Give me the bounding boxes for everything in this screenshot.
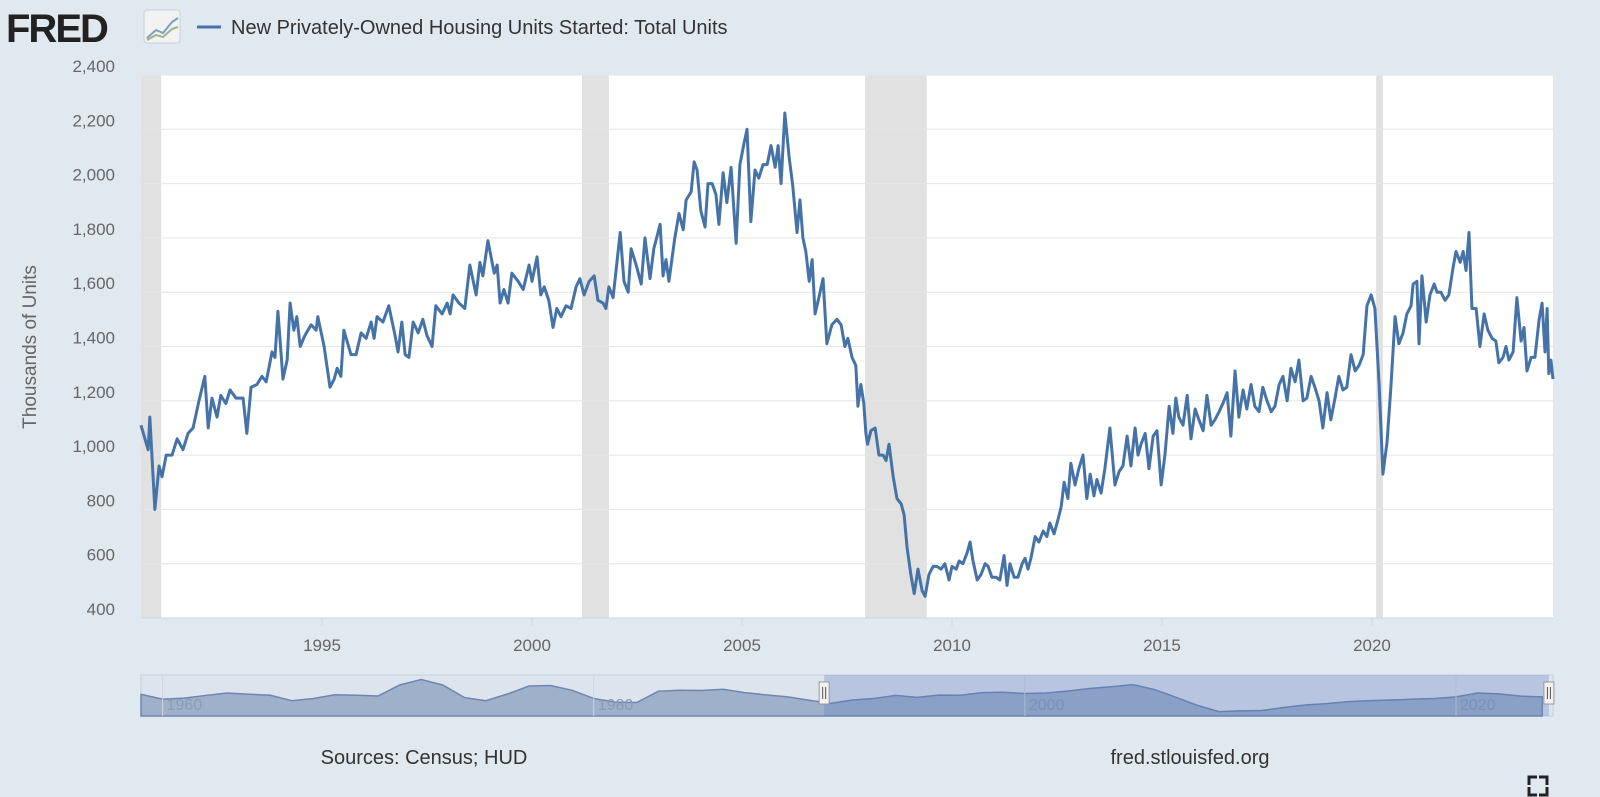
x-tick-label: 2005 [723, 636, 761, 655]
navigator-tick-label: 2020 [1460, 697, 1496, 714]
y-tick-label: 2,200 [72, 111, 115, 130]
handle-body [1543, 681, 1555, 705]
y-tick-label: 800 [87, 491, 115, 510]
x-tick-label: 2000 [513, 636, 551, 655]
y-tick-label: 1,800 [72, 220, 115, 239]
data-line [139, 111, 1555, 598]
y-tick-label: 600 [87, 546, 115, 565]
fullscreen-button[interactable] [1526, 774, 1550, 797]
y-tick-label: 1,200 [72, 383, 115, 402]
navigator-selection [824, 675, 1549, 716]
y-tick-label: 2,400 [72, 57, 115, 76]
navigator-area [140, 678, 1543, 717]
y-tick-label: 1,000 [72, 437, 115, 456]
navigator-handle[interactable] [1543, 681, 1555, 705]
handle-body [818, 681, 830, 705]
x-tick-label: 2020 [1353, 636, 1391, 655]
y-tick-label: 1,400 [72, 329, 115, 348]
navigator-tick-label: 1980 [598, 697, 634, 714]
site: fred.stlouisfed.org [1111, 747, 1270, 769]
logo: FRED [6, 7, 108, 51]
navigator-tick-label: 2000 [1029, 697, 1065, 714]
logo-icon [143, 9, 181, 44]
y-tick-label: 400 [87, 600, 115, 619]
legend-label: New Privately-Owned Housing Units Starte… [231, 17, 728, 39]
x-tick-label: 2015 [1143, 636, 1181, 655]
y-axis-label: Thousands of Units [20, 265, 41, 429]
y-tick-label: 1,600 [72, 274, 115, 293]
navigator-handle[interactable] [818, 681, 830, 705]
x-tick-label: 1995 [303, 636, 341, 655]
y-tick-label: 2,000 [72, 166, 115, 185]
source: Sources: Census; HUD [321, 747, 528, 769]
x-tick-label: 2010 [933, 636, 971, 655]
navigator-tick-label: 1960 [167, 697, 203, 714]
